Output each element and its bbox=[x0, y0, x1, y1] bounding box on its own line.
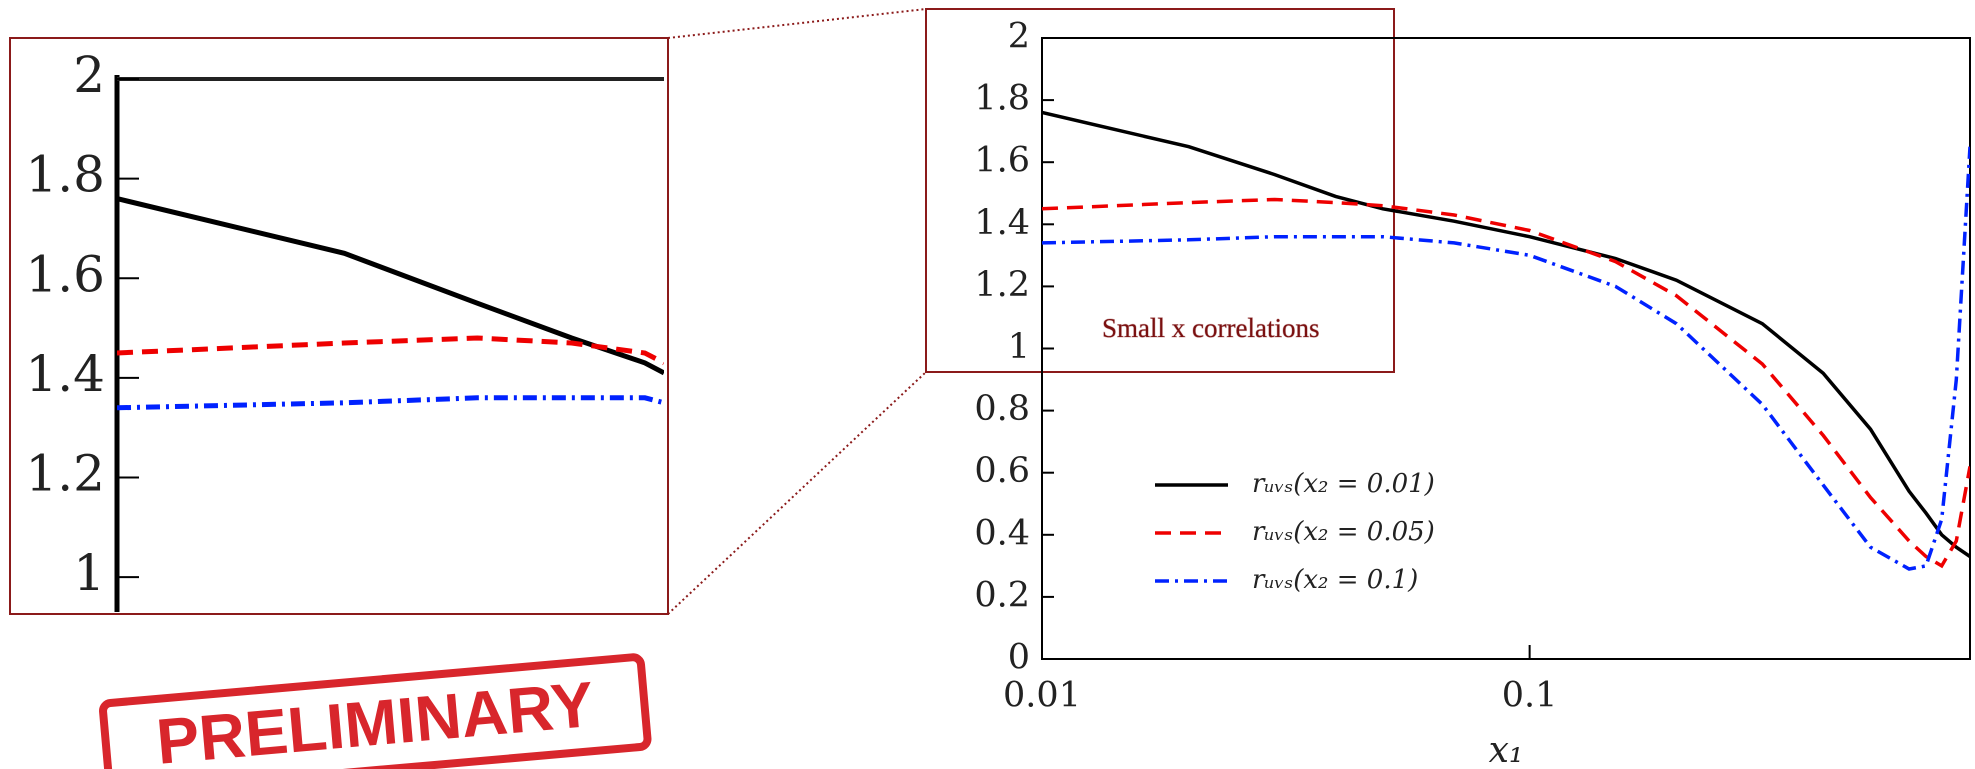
y-tick-label: 0 bbox=[1008, 638, 1030, 678]
y-tick-label: 1.6 bbox=[974, 141, 1030, 181]
y-tick-label: 1.8 bbox=[974, 79, 1030, 119]
y-tick-label: 2 bbox=[1008, 17, 1030, 57]
y-tick-label: 1 bbox=[1008, 327, 1030, 367]
legend-label: rᵤᵥₛ(x₂ = 0.1) bbox=[1252, 565, 1418, 595]
x-axis-label: x₁ bbox=[1489, 730, 1524, 769]
y-tick-label: 1.6 bbox=[25, 245, 105, 303]
y-tick-label: 1.8 bbox=[25, 146, 105, 204]
series-line bbox=[117, 398, 664, 408]
y-tick-label: 0.2 bbox=[974, 575, 1030, 615]
y-tick-label: 2 bbox=[73, 46, 105, 104]
x-tick-label: 0.1 bbox=[1502, 676, 1558, 716]
zoom-connector bbox=[668, 9, 926, 38]
annotation: Small x correlations bbox=[1102, 313, 1319, 343]
y-tick-label: 1.2 bbox=[25, 445, 105, 503]
y-tick-label: 1.4 bbox=[974, 203, 1030, 243]
y-tick-label: 1.4 bbox=[25, 345, 105, 403]
y-tick-label: 1 bbox=[73, 544, 105, 602]
series-line bbox=[1042, 147, 1970, 569]
legend-label: rᵤᵥₛ(x₂ = 0.01) bbox=[1252, 469, 1435, 499]
inset-frame bbox=[10, 38, 668, 614]
zoom-connector bbox=[668, 372, 926, 614]
stamp: PRELIMINARY bbox=[102, 657, 648, 769]
plot-frame bbox=[1042, 38, 1970, 659]
x-tick-label: 0.01 bbox=[1003, 676, 1081, 716]
y-tick-label: 0.6 bbox=[974, 451, 1030, 491]
y-tick-label: 0.4 bbox=[974, 513, 1030, 553]
y-tick-label: 0.8 bbox=[974, 389, 1030, 429]
legend-label: rᵤᵥₛ(x₂ = 0.05) bbox=[1252, 517, 1435, 547]
figure: Small x correlations PRELIMINARY 0 0.2 0.4… bbox=[0, 0, 1975, 769]
y-tick-label: 1.2 bbox=[974, 265, 1030, 305]
